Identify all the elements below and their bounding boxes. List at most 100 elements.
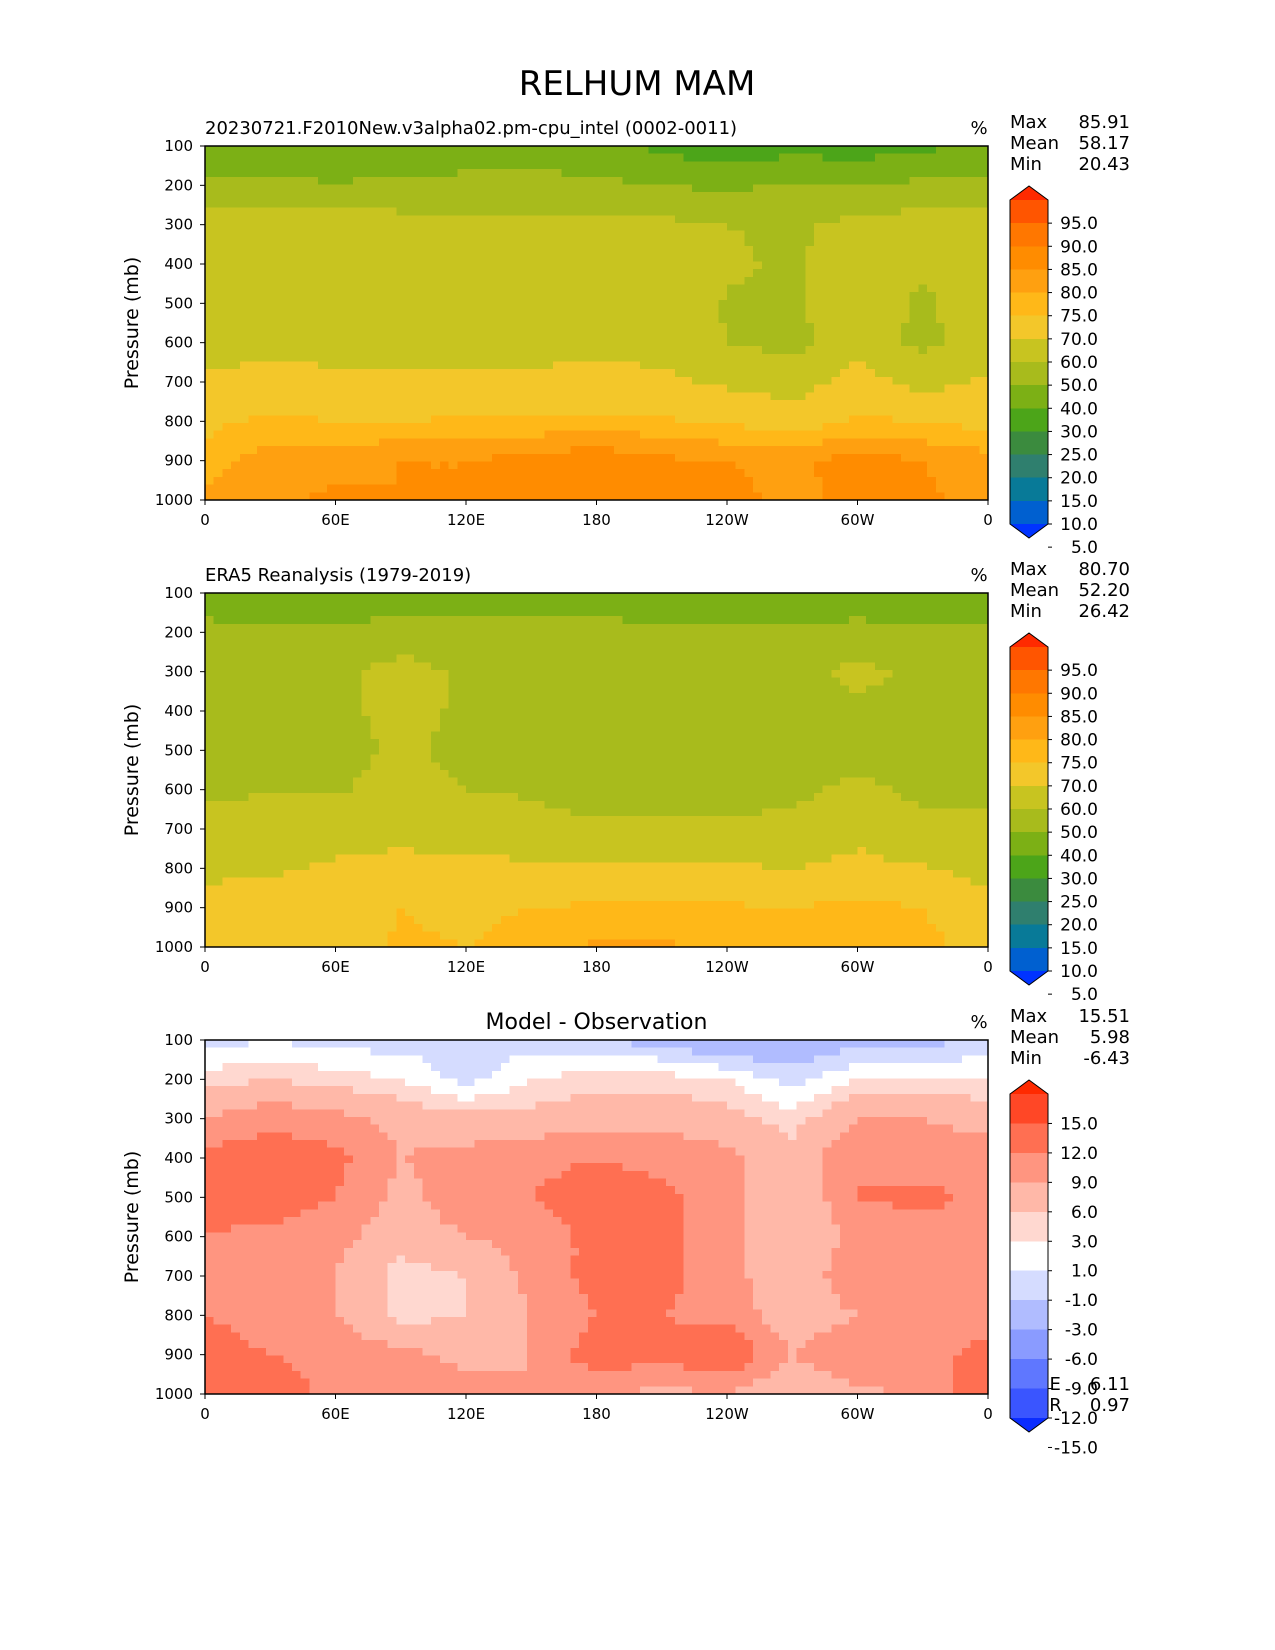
field-cell [222,616,232,625]
field-cell [596,631,606,640]
field-cell [848,161,859,170]
field-cell [413,646,424,656]
field-cell [283,153,293,162]
field-cell [709,330,719,339]
field-cell [970,346,980,355]
field-cell [648,184,658,193]
field-cell [700,453,711,463]
field-cell [405,192,415,201]
field-cell [979,593,989,602]
field-cell [474,246,484,255]
field-cell [474,146,484,155]
field-cell [648,253,658,263]
field-cell [935,315,946,324]
field-cell [474,353,484,363]
field-cell [248,207,258,216]
field-cell [979,207,989,216]
field-cell [744,631,754,640]
field-cell [439,361,450,370]
field-cell [544,407,554,416]
field-cell [570,376,580,386]
field-cell [335,246,345,255]
field-cell [805,146,815,155]
field-cell [970,616,980,625]
field-cell [439,192,450,201]
field-cell [379,369,389,378]
field-cell [805,222,815,232]
field-cell [570,338,580,347]
field-cell [544,492,554,501]
field-cell [822,376,832,386]
field-cell [901,222,911,232]
field-cell [561,484,571,493]
field-cell [796,253,806,263]
field-cell [831,253,841,263]
field-cell [474,608,484,617]
field-cell [509,484,519,493]
field-cell [587,392,598,401]
field-cell [605,276,615,286]
field-cell [335,192,345,201]
field-cell [518,161,528,170]
field-cell [779,415,789,424]
field-cell [500,146,511,155]
field-cell [257,430,267,440]
field-cell [709,299,719,309]
field-cell [840,269,850,278]
field-cell [787,346,798,355]
field-cell [492,176,502,186]
field-cell [587,453,598,463]
field-cell [370,276,380,286]
field-cell [248,192,258,201]
field-cell [718,376,728,386]
field-cell [361,593,371,602]
field-cell [883,353,893,363]
field-cell [918,399,928,409]
field-cell [735,269,745,278]
field-cell [605,192,615,201]
field-cell [387,492,397,501]
field-cell [405,415,415,424]
field-cell [753,338,763,347]
field-cell [787,153,798,162]
field-cell [735,184,745,193]
field-cell [213,384,223,393]
field-cell [439,369,450,378]
field-cell [857,161,867,170]
field-cell [805,207,815,216]
field-cell [422,169,432,178]
field-cell [544,338,554,347]
field-cell [213,492,223,501]
field-cell [500,415,511,424]
field-cell [239,484,250,493]
field-cell [718,453,728,463]
field-cell [265,292,276,301]
field-cell [231,222,241,232]
field-cell [761,315,772,324]
field-cell [422,176,432,186]
field-cell [605,646,615,656]
field-cell [822,353,832,363]
field-cell [535,253,545,263]
field-cell [666,199,676,209]
field-cell [857,453,867,463]
field-cell [883,415,893,424]
field-cell [518,330,528,339]
field-cell [831,469,841,478]
field-cell [683,646,693,656]
field-cell [587,423,598,432]
field-cell [483,608,493,617]
field-cell [561,184,571,193]
field-cell [961,453,972,463]
field-cell [544,453,554,463]
field-cell [970,184,980,193]
field-cell [883,430,893,440]
field-cell [405,361,415,370]
field-cell [883,253,893,263]
field-cell [814,307,824,316]
field-cell [848,153,859,162]
field-cell [526,161,537,170]
field-cell [553,369,563,378]
field-cell [953,392,963,401]
field-cell [761,600,772,609]
